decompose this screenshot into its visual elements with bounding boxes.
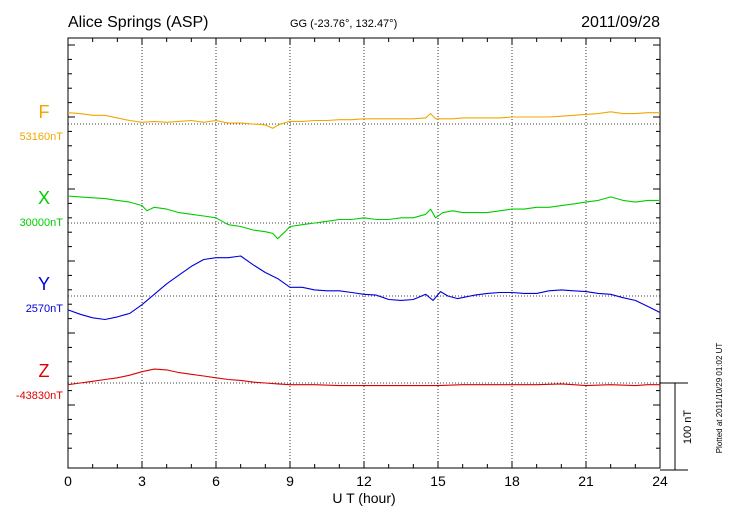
- scale-bar: [660, 382, 688, 471]
- series-lines: [67, 111, 661, 387]
- series-line-z: [67, 368, 660, 387]
- series-baseline-z: -43830nT: [16, 390, 63, 402]
- x-tick-label: 9: [286, 473, 294, 489]
- date-label: 2011/09/28: [581, 14, 660, 31]
- plotted-timestamp: Plotted at 2011/10/29 01:02 UT: [715, 343, 724, 454]
- series-name-x: X: [38, 188, 50, 208]
- x-tick-label: 24: [652, 473, 668, 489]
- x-tick-labels: 0 3 6 9 12 15 18 21 24: [64, 473, 668, 489]
- x-tick-label: 12: [356, 473, 372, 489]
- series-line-x: [67, 195, 660, 240]
- x-axis-label: U T (hour): [332, 490, 395, 506]
- x-tick-label: 21: [578, 473, 594, 489]
- series-baseline-y: 2570nT: [26, 303, 64, 315]
- x-tick-label: 6: [212, 473, 220, 489]
- series-labels: F 53160nT X 30000nT Y 2570nT Z -43830nT: [16, 102, 63, 402]
- series-name-y: Y: [38, 274, 50, 294]
- x-tick-label: 18: [504, 473, 520, 489]
- x-tick-label: 15: [430, 473, 446, 489]
- series-name-f: F: [39, 102, 50, 122]
- series-baseline-f: 53160nT: [20, 131, 64, 143]
- coordinates-label: GG (-23.76°, 132.47°): [290, 18, 397, 30]
- series-name-z: Z: [39, 361, 50, 381]
- station-title: Alice Springs (ASP): [68, 14, 209, 31]
- series-baseline-x: 30000nT: [20, 217, 64, 229]
- x-tick-label: 3: [138, 473, 146, 489]
- x-tick-label: 0: [64, 473, 72, 489]
- series-line-f: [67, 111, 660, 129]
- plot-frame: [67, 37, 661, 469]
- scale-bar-label: 100 nT: [682, 410, 694, 445]
- grid: [68, 38, 660, 468]
- series-line-y: [67, 255, 661, 321]
- axis-ticks: [67, 38, 661, 468]
